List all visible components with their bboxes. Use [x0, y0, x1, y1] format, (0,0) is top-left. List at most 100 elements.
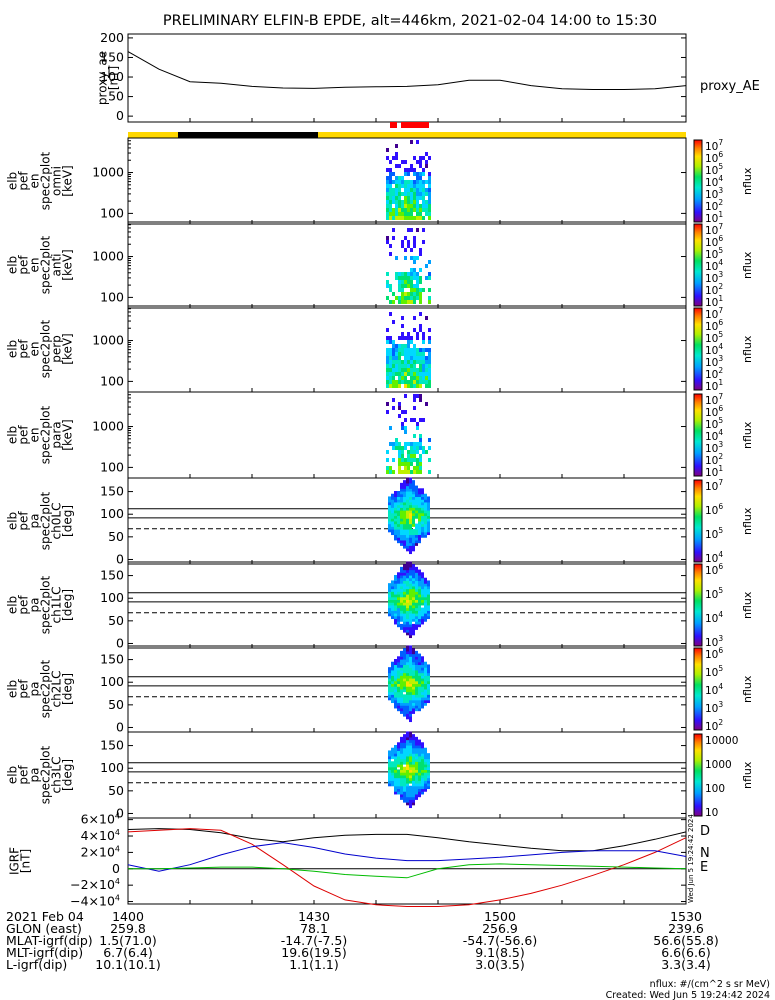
omni-flux-cell: [395, 152, 398, 156]
igrf-line-N: [127, 842, 687, 872]
igrf-tick-label: −2×104: [70, 877, 120, 892]
para-flux-cell: [416, 470, 419, 474]
omni-flux-cell: [386, 176, 389, 180]
ch1LC-flux-cell: [391, 591, 394, 598]
perp-flux-cell: [386, 380, 389, 384]
perp-flux-cell: [401, 368, 404, 372]
ch2LC-flux-cell: [424, 683, 427, 690]
para-flux-cell: [413, 398, 416, 402]
anti-flux-cell: [392, 300, 395, 304]
perp-flux-cell: [386, 368, 389, 372]
ch1LC-flux-cell: [394, 618, 397, 625]
omni-flux-cell: [389, 212, 392, 216]
ch3LC-flux-cells: [388, 731, 430, 809]
perp-flux-cell: [392, 384, 395, 388]
ch2LC-flux-cell: [409, 656, 412, 663]
omni-flux-cell: [392, 196, 395, 200]
omni-flux-cell: [395, 184, 398, 188]
omni-flux-cell: [401, 208, 404, 212]
ch1LC-flux-cell: [397, 572, 400, 579]
omni-flux-cell: [398, 188, 401, 192]
omni-flux-cell: [392, 200, 395, 204]
ch2LC-colorbar-exponent: 2: [718, 718, 723, 727]
perp-flux-cell: [392, 376, 395, 380]
ch1LC-flux-cell: [400, 577, 403, 584]
ch3LC-flux-cell: [397, 769, 400, 776]
para-flux-cell: [404, 418, 407, 422]
perp-flux-cell: [407, 340, 410, 344]
para-flux-cell: [386, 402, 389, 406]
ch3LC-flux-cell: [409, 791, 412, 798]
ch1LC-colorbar-label: 105: [705, 586, 723, 601]
anti-flux-cell: [407, 300, 410, 304]
ch0LC-flux-cell: [421, 531, 424, 538]
anti-flux-cell: [419, 300, 422, 304]
ch3LC-flux-cell: [406, 785, 409, 792]
figure-title: PRELIMINARY ELFIN-B EPDE, alt=446km, 202…: [163, 13, 657, 29]
yellow-bar: [128, 132, 686, 138]
ch3LC-flux-cell: [394, 785, 397, 792]
para-flux-cell: [398, 466, 401, 470]
ch1LC-colorbar-exponent: 6: [718, 562, 723, 571]
anti-flux-cell: [401, 284, 404, 288]
omni-flux-cell: [407, 216, 410, 220]
ch3LC-ylabel-5: [deg]: [61, 759, 75, 791]
igrf-line-E: [128, 863, 687, 879]
omni-flux-cell: [398, 204, 401, 208]
perp-flux-cell: [425, 356, 428, 360]
ch0LC-colorbar-exponent: 7: [718, 478, 723, 487]
perp-flux-cell: [404, 384, 407, 388]
x-row-value: 1.1(1.1): [289, 957, 339, 972]
omni-flux-cell: [395, 180, 398, 184]
perp-flux-cell: [389, 380, 392, 384]
omni-flux-cell: [419, 176, 422, 180]
perp-colorbar-exponent: 1: [718, 378, 723, 387]
perp-flux-cell: [413, 376, 416, 380]
perp-flux-cell: [392, 344, 395, 348]
anti-flux-cell: [413, 272, 416, 276]
ch0LC-flux-cell: [406, 499, 409, 506]
omni-flux-cell: [413, 200, 416, 204]
ch1LC-flux-cell: [406, 621, 409, 628]
ch2LC-ylabel-3: spec2plot: [39, 659, 53, 718]
ch2LC-flux-cell: [406, 645, 409, 652]
para-flux-cell: [419, 442, 422, 446]
para-flux-cell: [398, 470, 401, 474]
ch0LC-ylabel-1: pef: [17, 511, 31, 531]
para-flux-cell: [392, 406, 395, 410]
anti-colorbar-title: nflux: [741, 251, 754, 279]
igrf-tick-label: 6×104: [81, 812, 120, 827]
ch1LC-tick-label: 50: [108, 613, 124, 628]
para-flux-cell: [398, 450, 401, 454]
omni-flux-cell: [404, 160, 407, 164]
ch0LC-flux-cell: [412, 529, 415, 536]
omni-flux-cell: [410, 164, 413, 168]
perp-flux-cell: [401, 360, 404, 364]
para-flux-cell: [419, 446, 422, 450]
perp-flux-cell: [404, 376, 407, 380]
anti-flux-cell: [386, 280, 389, 284]
omni-flux-cell: [419, 208, 422, 212]
ch1LC-tick-label: 150: [100, 568, 124, 583]
perp-ylabel-0: elb: [6, 340, 20, 358]
science-zone-bars: [128, 122, 686, 138]
perp-flux-cell: [410, 380, 413, 384]
omni-ylabel-1: pef: [17, 171, 31, 191]
omni-flux-cell: [425, 200, 428, 204]
ch3LC-flux-cell: [397, 742, 400, 749]
omni-ylabel-3: spec2plot: [39, 151, 53, 210]
ch0LC-flux-cell: [394, 491, 397, 498]
spectrogram-panel-para: elbpefenspec2plotpara[keV]10010001011021…: [6, 391, 754, 479]
perp-flux-cell: [395, 368, 398, 372]
omni-flux-cell: [410, 200, 413, 204]
para-flux-cell: [386, 410, 389, 414]
anti-flux-cell: [386, 240, 389, 244]
perp-flux-cell: [413, 380, 416, 384]
anti-flux-cell: [428, 296, 431, 300]
black-bar: [178, 132, 318, 138]
perp-flux-cell: [416, 360, 419, 364]
ch1LC-flux-cell: [400, 623, 403, 630]
perp-flux-cell: [413, 352, 416, 356]
perp-flux-cell: [401, 344, 404, 348]
